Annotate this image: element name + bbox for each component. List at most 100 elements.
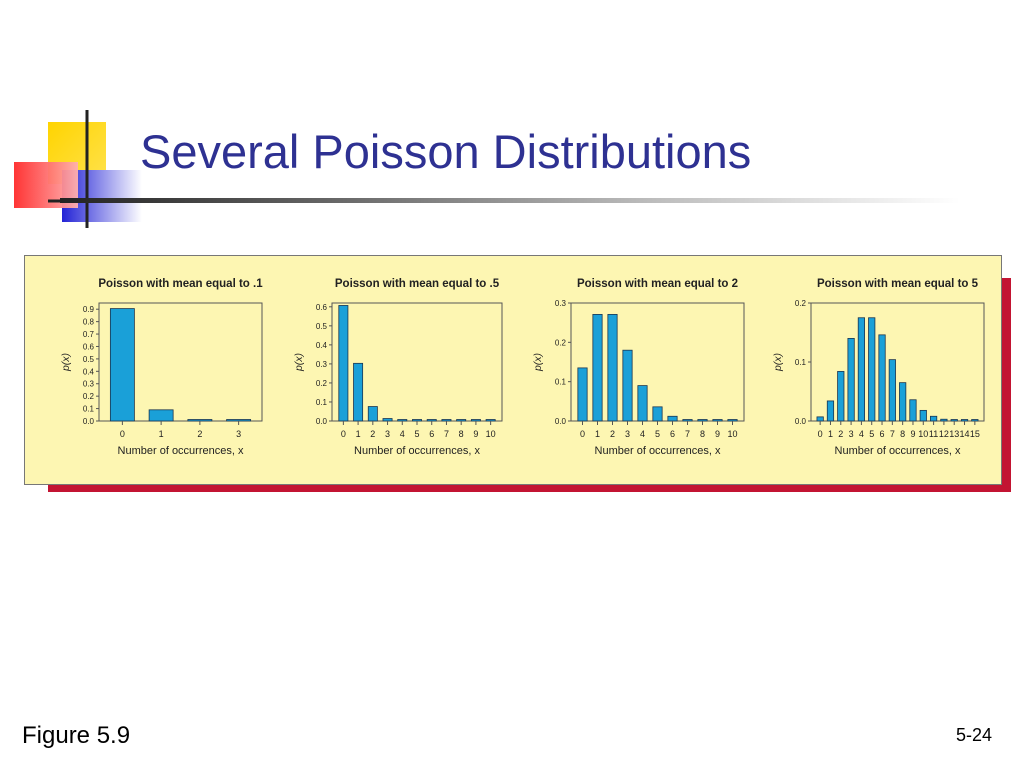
bar [940, 418, 948, 422]
y-tick-label: 0.2 [555, 338, 567, 347]
bar [622, 349, 633, 422]
y-tick-label: 0.1 [316, 398, 328, 407]
bar [456, 419, 467, 422]
y-tick-label: 0.9 [83, 305, 95, 314]
y-tick-label: 0.5 [83, 355, 95, 364]
x-tick-label: 10 [918, 429, 928, 439]
bar [847, 338, 855, 422]
bar [485, 419, 496, 422]
title-rule [60, 198, 960, 203]
bar [960, 419, 969, 422]
bar [667, 415, 678, 422]
y-tick-label: 0.6 [316, 303, 328, 312]
bar [682, 419, 693, 422]
y-tick-label: 0.3 [555, 299, 567, 308]
bar [888, 359, 896, 422]
bar [971, 419, 979, 422]
y-tick-label: 0.1 [83, 405, 95, 414]
x-tick-label: 8 [459, 429, 464, 439]
x-tick-label: 6 [670, 429, 675, 439]
x-tick-label: 2 [370, 429, 375, 439]
y-tick-label: 0.0 [316, 417, 328, 426]
x-tick-label: 2 [197, 429, 202, 439]
plot-frame [98, 302, 263, 422]
y-tick-label: 0.1 [795, 358, 807, 367]
y-axis-label: p(x) [532, 353, 544, 372]
y-tick-label: 0.2 [83, 392, 95, 401]
bar [187, 419, 213, 422]
y-axis-label: p(x) [772, 353, 784, 372]
bar [397, 419, 408, 422]
chart-title: Poisson with mean equal to .5 [335, 278, 500, 290]
slide-number: 5-24 [955, 725, 992, 745]
bar [712, 419, 723, 422]
y-tick-label: 0.3 [316, 360, 328, 369]
x-tick-label: 3 [625, 429, 630, 439]
bar [607, 314, 618, 422]
x-tick-label: 6 [429, 429, 434, 439]
x-tick-label: 3 [236, 429, 241, 439]
y-tick-label: 0.3 [83, 380, 95, 389]
bar [353, 362, 364, 422]
y-tick-label: 0.0 [555, 417, 567, 426]
bar [338, 305, 349, 422]
x-tick-label: 5 [869, 429, 874, 439]
bar [929, 415, 938, 422]
x-tick-label: 5 [414, 429, 419, 439]
y-axis-label: p(x) [293, 353, 305, 372]
y-tick-label: 0.0 [83, 417, 95, 426]
x-axis-label: Number of occurrences, x [595, 445, 721, 457]
x-tick-label: 0 [580, 429, 585, 439]
bar [950, 419, 958, 422]
x-tick-label: 15 [970, 429, 980, 439]
y-tick-label: 0.4 [83, 367, 95, 376]
x-tick-label: 3 [849, 429, 854, 439]
x-tick-label: 13 [949, 429, 959, 439]
x-tick-label: 9 [715, 429, 720, 439]
bar [637, 385, 648, 422]
poisson-charts: Poisson with mean equal to .1 0.0 0.1 0.2 0.… [60, 278, 985, 457]
x-tick-label: 10 [727, 429, 737, 439]
x-tick-label: 12 [939, 429, 949, 439]
x-tick-label: 4 [859, 429, 864, 439]
y-tick-label: 0.7 [83, 330, 95, 339]
x-tick-label: 11 [929, 429, 938, 439]
y-tick-label: 0.5 [316, 322, 328, 331]
bar [412, 419, 422, 422]
x-tick-label: 7 [685, 429, 690, 439]
bar [592, 314, 603, 422]
bar [652, 406, 663, 422]
bar [816, 416, 824, 422]
x-tick-label: 7 [890, 429, 895, 439]
y-tick-label: 0.4 [316, 341, 328, 350]
slide-title: Several Poisson Distributions [140, 125, 752, 178]
bar [909, 399, 917, 422]
chart-title: Poisson with mean equal to 2 [577, 278, 738, 290]
chart-title: Poisson with mean equal to .1 [98, 278, 263, 290]
y-tick-label: 0.0 [795, 417, 807, 426]
figure-label: Figure 5.9 [22, 722, 131, 749]
x-tick-label: 4 [640, 429, 645, 439]
bar [697, 419, 708, 422]
bar [109, 308, 135, 422]
bar [857, 317, 866, 422]
bar [470, 419, 481, 422]
bar [226, 419, 252, 422]
x-tick-label: 2 [610, 429, 615, 439]
plot-frame [810, 302, 985, 422]
y-tick-label: 0.1 [555, 378, 567, 387]
y-tick-label: 0.2 [795, 299, 807, 308]
x-tick-label: 0 [818, 429, 823, 439]
x-tick-label: 3 [385, 429, 390, 439]
bar [878, 334, 886, 422]
y-tick-label: 0.2 [316, 379, 328, 388]
chart-title: Poisson with mean equal to 5 [817, 278, 979, 290]
x-axis-label: Number of occurrences, x [354, 445, 480, 457]
bar [441, 419, 452, 422]
x-tick-label: 9 [910, 429, 915, 439]
x-tick-label: 5 [655, 429, 660, 439]
logo-graphic [14, 110, 142, 228]
bar [382, 418, 393, 422]
x-tick-label: 7 [444, 429, 449, 439]
y-axis-label: p(x) [60, 353, 72, 372]
